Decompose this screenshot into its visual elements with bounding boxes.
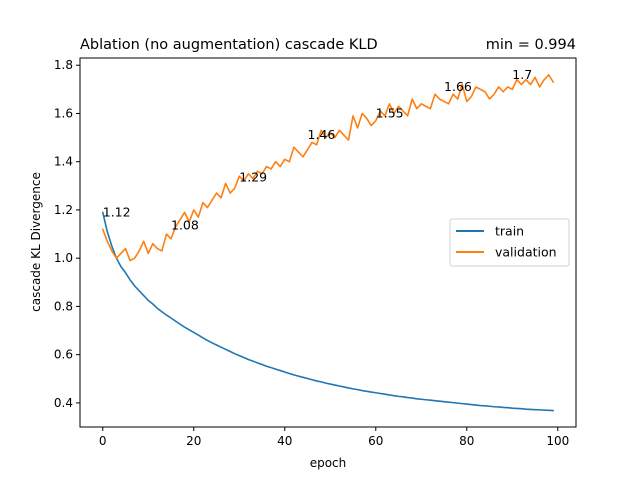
y-axis-label: cascade KL Divergence: [29, 172, 43, 312]
annotation-label: 1.7: [512, 67, 532, 82]
chart-subtitle-min: min = 0.994: [486, 37, 576, 53]
x-axis-ticks: 0 20 40 60 80 100: [99, 427, 569, 448]
annotations: 1.12 1.08 1.29 1.46 1.55 1.66 1.7: [103, 67, 532, 233]
legend-label-validation: validation: [495, 245, 557, 260]
x-axis-label: epoch: [310, 456, 347, 470]
x-tick-label: 40: [277, 434, 292, 448]
legend: train validation: [449, 218, 570, 267]
y-tick-label: 1.8: [54, 58, 73, 72]
y-tick-label: 0.6: [54, 348, 73, 362]
y-tick-label: 1.4: [54, 155, 73, 169]
chart-title: Ablation (no augmentation) cascade KLD: [80, 37, 378, 53]
axes-frame: [79, 57, 577, 428]
annotation-label: 1.12: [103, 204, 131, 219]
x-tick-label: 20: [186, 434, 201, 448]
x-tick-label: 100: [546, 434, 569, 448]
annotation-label: 1.29: [239, 169, 267, 184]
annotation-label: 1.55: [376, 105, 404, 120]
series-line-validation: [101, 74, 555, 262]
x-tick-label: 80: [459, 434, 474, 448]
y-tick-label: 0.4: [54, 396, 73, 410]
series-line-train: [101, 211, 555, 412]
y-tick-label: 0.8: [54, 299, 73, 313]
x-tick-label: 60: [368, 434, 383, 448]
y-axis-ticks: 0.4 0.6 0.8 1.0 1.2 1.4 1.6 1.8: [54, 58, 80, 410]
annotation-label: 1.46: [308, 127, 336, 142]
annotation-label: 1.66: [444, 79, 472, 94]
plot-area: [101, 74, 555, 412]
annotation-label: 1.08: [171, 218, 199, 233]
y-tick-label: 1.2: [54, 203, 73, 217]
x-tick-label: 0: [99, 434, 107, 448]
y-tick-label: 1.0: [54, 251, 73, 265]
legend-label-train: train: [495, 224, 524, 239]
y-tick-label: 1.6: [54, 106, 73, 120]
